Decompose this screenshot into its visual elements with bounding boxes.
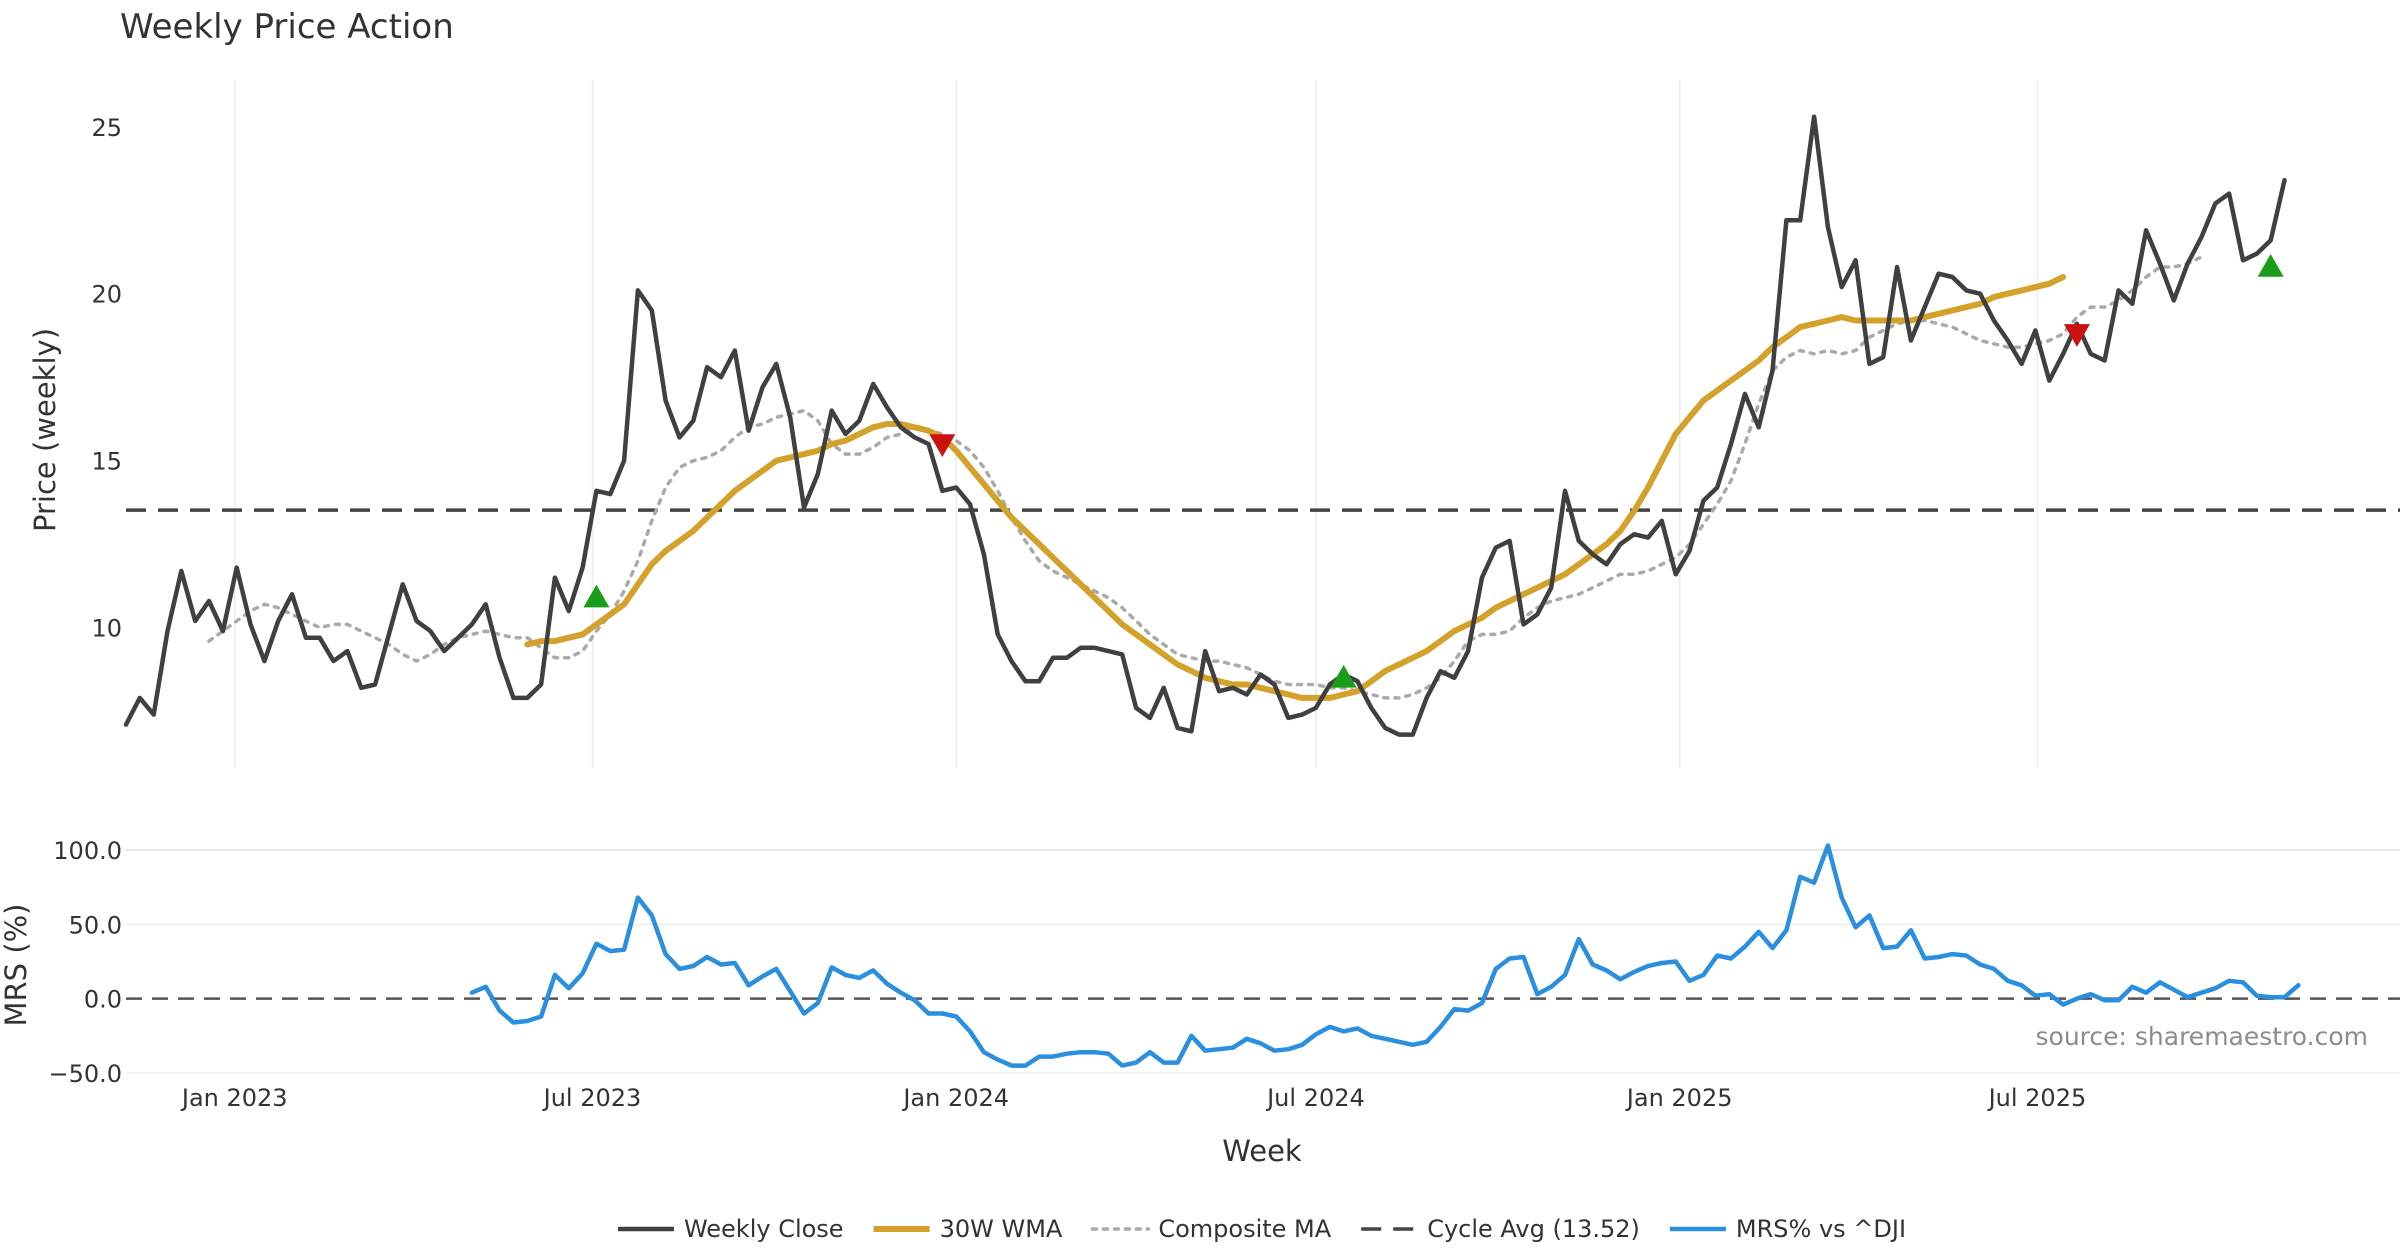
chart-title: Weekly Price Action (120, 7, 454, 47)
x-tick-label: Jul 2024 (1265, 1084, 1365, 1112)
sell-signal-marker (2063, 324, 2090, 347)
grid-layer (126, 80, 2400, 1074)
legend-label-mrs-vs-dji: MRS% vs ^DJI (1736, 1215, 1906, 1243)
legend-label-composite-ma: Composite MA (1158, 1215, 1331, 1243)
buy-signal-marker (2257, 254, 2284, 277)
price-y-tick-label: 10 (91, 615, 122, 643)
series-30w-wma (524, 274, 2067, 701)
price-y-tick-label: 25 (91, 114, 122, 142)
price-y-tick-label: 20 (91, 281, 122, 309)
tick-labels-layer: Jan 2023 Jul 2023 Jan 2024 Jul 2024 Jan 2025… (48, 114, 2086, 1112)
x-tick-label: Jul 2025 (1987, 1084, 2087, 1112)
series-mrs-vs-dji (469, 843, 2301, 1068)
mrs-y-tick-label: −50.0 (48, 1060, 122, 1088)
legend: Weekly Close 30W WMA Composite MA Cycle Avg… (617, 1215, 1906, 1243)
x-tick-label: Jul 2023 (542, 1084, 642, 1112)
legend-label-weekly-close: Weekly Close (684, 1215, 844, 1243)
mrs-y-tick-label: 100.0 (53, 837, 122, 865)
x-tick-label: Jan 2023 (180, 1084, 288, 1112)
mrs-y-tick-label: 0.0 (84, 986, 122, 1014)
x-axis-label: Week (1222, 1134, 1302, 1168)
x-tick-label: Jan 2024 (901, 1084, 1009, 1112)
reference-lines-layer (126, 508, 2400, 1000)
buy-signal-marker (1330, 664, 1357, 688)
mrs-y-axis-label: MRS (%) (0, 904, 33, 1027)
sell-signal-marker (929, 434, 956, 458)
series-layer (123, 114, 2301, 1068)
price-y-axis-label: Price (weekly) (28, 328, 62, 532)
mrs-y-tick-label: 50.0 (69, 911, 122, 939)
legend-label-30w-wma: 30W WMA (940, 1215, 1063, 1243)
price-y-tick-label: 15 (91, 448, 122, 476)
legend-label-cycle-avg-13-52: Cycle Avg (13.52) (1427, 1215, 1640, 1243)
buy-signal-marker (583, 584, 610, 608)
x-tick-label: Jan 2025 (1625, 1084, 1733, 1112)
series-weekly-close (123, 114, 2287, 737)
source-annotation: source: sharemaestro.com (2036, 1022, 2369, 1051)
signal-markers-layer (583, 254, 2284, 688)
